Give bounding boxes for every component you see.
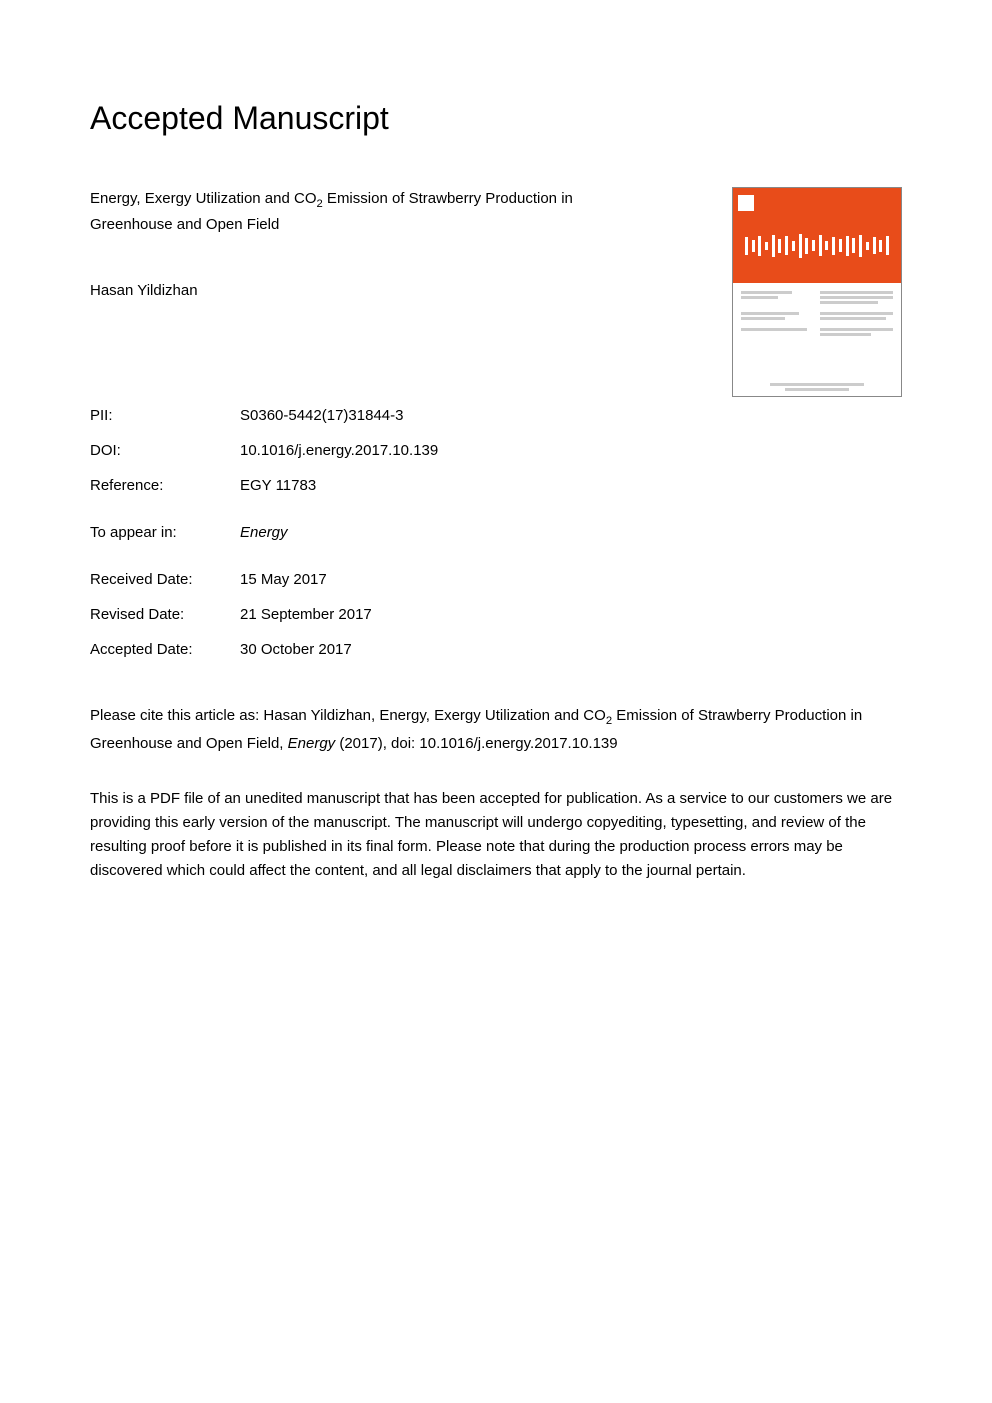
citation-suffix: (2017), doi: 10.1016/j.energy.2017.10.13… xyxy=(335,735,617,752)
meta-value-reference: EGY 11783 xyxy=(240,477,316,494)
meta-label-pii: PII: xyxy=(90,407,240,424)
citation-text: Please cite this article as: Hasan Yildi… xyxy=(90,703,902,757)
journal-cover-thumbnail xyxy=(732,187,902,397)
disclaimer-text: This is a PDF file of an unedited manusc… xyxy=(90,787,902,883)
meta-value-pii: S0360-5442(17)31844-3 xyxy=(240,407,403,424)
accepted-manuscript-heading: Accepted Manuscript xyxy=(90,100,902,137)
meta-row-accepted: Accepted Date: 30 October 2017 xyxy=(90,641,902,658)
article-title: Energy, Exergy Utilization and CO2 Emiss… xyxy=(90,187,640,237)
header-row: Energy, Exergy Utilization and CO2 Emiss… xyxy=(90,187,902,397)
title-block: Energy, Exergy Utilization and CO2 Emiss… xyxy=(90,187,640,339)
journal-logo-icon xyxy=(738,195,754,211)
meta-value-received: 15 May 2017 xyxy=(240,571,327,588)
title-text-pre: Energy, Exergy Utilization and CO xyxy=(90,190,317,207)
meta-label-revised: Revised Date: xyxy=(90,606,240,623)
meta-row-reference: Reference: EGY 11783 xyxy=(90,477,902,494)
meta-label-received: Received Date: xyxy=(90,571,240,588)
meta-value-to-appear: Energy xyxy=(240,524,288,541)
cover-body xyxy=(733,283,901,378)
meta-label-doi: DOI: xyxy=(90,442,240,459)
metadata-table: PII: S0360-5442(17)31844-3 DOI: 10.1016/… xyxy=(90,407,902,658)
meta-label-to-appear: To appear in: xyxy=(90,524,240,541)
cover-header xyxy=(733,188,901,283)
meta-value-accepted: 30 October 2017 xyxy=(240,641,352,658)
cover-top-row xyxy=(738,193,896,213)
meta-value-revised: 21 September 2017 xyxy=(240,606,372,623)
cover-bars-graphic xyxy=(738,213,896,278)
meta-value-doi: 10.1016/j.energy.2017.10.139 xyxy=(240,442,438,459)
meta-label-reference: Reference: xyxy=(90,477,240,494)
meta-row-doi: DOI: 10.1016/j.energy.2017.10.139 xyxy=(90,442,902,459)
author-name: Hasan Yildizhan xyxy=(90,282,640,299)
meta-label-accepted: Accepted Date: xyxy=(90,641,240,658)
meta-row-revised: Revised Date: 21 September 2017 xyxy=(90,606,902,623)
meta-row-to-appear: To appear in: Energy xyxy=(90,524,902,541)
meta-row-received: Received Date: 15 May 2017 xyxy=(90,571,902,588)
citation-journal: Energy xyxy=(288,735,336,752)
meta-row-pii: PII: S0360-5442(17)31844-3 xyxy=(90,407,902,424)
cover-footer xyxy=(733,378,901,396)
citation-prefix: Please cite this article as: Hasan Yildi… xyxy=(90,707,606,724)
